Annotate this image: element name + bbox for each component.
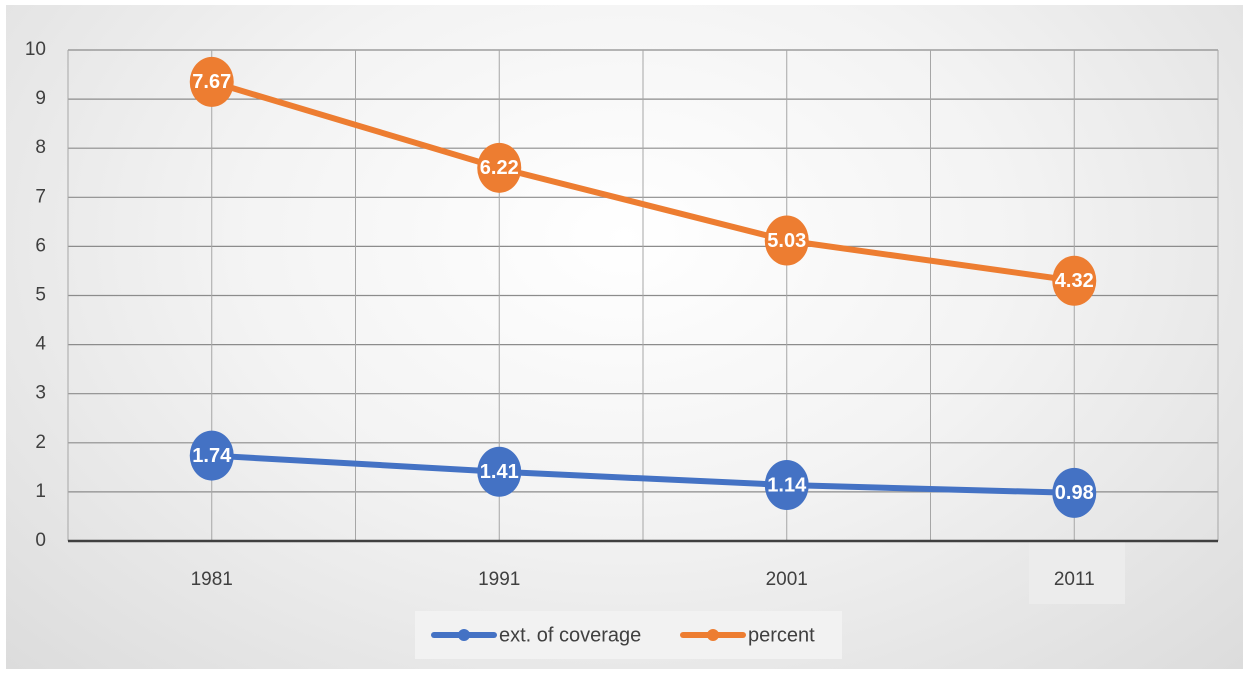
data-label: 1.41 — [480, 461, 519, 483]
legend-marker — [707, 629, 719, 641]
y-tick-label: 6 — [35, 235, 46, 256]
data-label: 1.74 — [192, 445, 232, 467]
data-point-marker — [764, 215, 809, 266]
chart-area: 0 1 2 3 4 5 6 7 8 9 10 1981 1991 2001 2011 1.74 1.41 1.… — [6, 5, 1243, 669]
data-label: 1.14 — [767, 474, 807, 496]
data-label: 6.22 — [480, 157, 519, 179]
data-point-marker — [477, 446, 522, 497]
series-line — [208, 78, 1078, 284]
highlighted-category-box — [1029, 541, 1125, 604]
data-label: 0.98 — [1055, 482, 1094, 504]
x-tick-label: 1991 — [478, 569, 520, 590]
y-tick-label: 7 — [35, 186, 46, 207]
legend-marker — [458, 629, 470, 641]
x-tick-label: 2011 — [1054, 569, 1095, 590]
y-tick-label: 4 — [35, 334, 46, 355]
x-tick-label: 2001 — [766, 569, 808, 590]
x-axis-tick-labels: 1981 1991 2001 2011 — [191, 569, 1095, 590]
y-tick-label: 2 — [35, 432, 46, 453]
data-point-marker — [764, 460, 809, 511]
data-label: 5.03 — [767, 230, 806, 252]
y-tick-label: 0 — [35, 530, 46, 551]
data-point-marker — [189, 430, 234, 481]
y-tick-label: 10 — [25, 39, 46, 60]
grid — [67, 49, 1219, 543]
data-point-marker — [1052, 467, 1097, 518]
data-point-marker — [189, 56, 234, 107]
y-tick-label: 5 — [35, 285, 46, 306]
legend: ext. of coverage percent — [415, 611, 842, 659]
y-tick-label: 3 — [35, 383, 46, 404]
y-tick-label: 8 — [35, 137, 46, 158]
series-line — [208, 452, 1078, 496]
legend-label: ext. of coverage — [499, 624, 641, 646]
series-group: 1.74 1.41 1.14 0.98 7.67 6.22 5.03 4.32 — [189, 56, 1097, 518]
data-label: 4.32 — [1055, 270, 1094, 292]
data-label: 7.67 — [192, 71, 231, 93]
y-tick-label: 1 — [35, 481, 46, 502]
x-tick-label: 1981 — [191, 569, 233, 590]
legend-label: percent — [748, 624, 815, 646]
y-axis-tick-labels: 0 1 2 3 4 5 6 7 8 9 10 — [25, 39, 47, 551]
y-tick-label: 9 — [35, 88, 46, 109]
data-point-marker — [477, 142, 522, 193]
data-point-marker — [1052, 255, 1097, 306]
